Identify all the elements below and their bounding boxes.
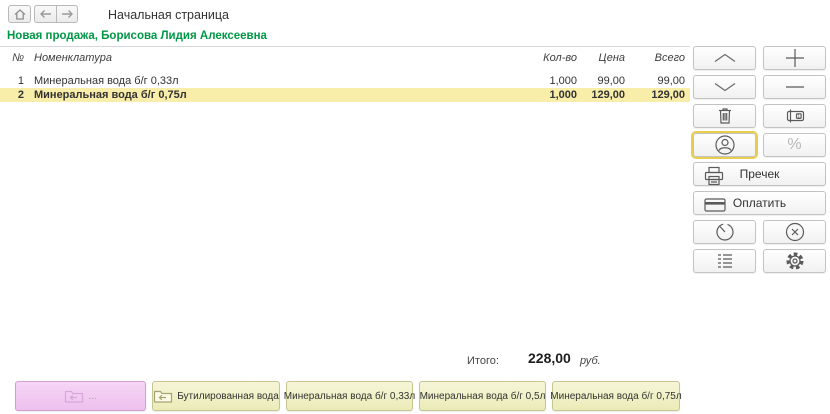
row-qty: 1,000	[549, 75, 577, 87]
settings-button[interactable]	[763, 249, 826, 273]
table-row-selected[interactable]: 2 Минеральная вода б/г 0,75л 1,000 129,0…	[0, 88, 690, 102]
delete-row-button[interactable]	[693, 104, 756, 128]
postpone-receipt-button[interactable]	[693, 220, 756, 244]
category-button[interactable]: Бутилированная вода	[152, 381, 280, 411]
folder-up-button[interactable]: ...	[15, 381, 146, 411]
move-up-button[interactable]	[693, 46, 756, 70]
page-title: Начальная страница	[108, 8, 229, 22]
top-navigation-bar: Начальная страница	[0, 0, 830, 28]
folder-icon	[153, 388, 173, 404]
totals-amount: 228,00	[528, 350, 571, 366]
history-nav-group	[34, 5, 78, 23]
col-header-num: №	[12, 52, 24, 64]
quantity-x1-icon: 1	[782, 104, 808, 128]
remove-item-button[interactable]	[763, 75, 826, 99]
col-header-name: Номенклатура	[34, 52, 112, 64]
forward-button[interactable]	[56, 5, 78, 23]
row-qty: 1,000	[549, 89, 577, 101]
svg-text:1: 1	[797, 114, 800, 120]
move-down-button[interactable]	[693, 75, 756, 99]
precheck-button[interactable]: Пречек	[693, 162, 826, 186]
row-num: 1	[17, 75, 24, 87]
cancel-receipt-button[interactable]	[763, 220, 826, 244]
action-panel: 1 %	[693, 46, 826, 278]
totals-label: Итого:	[467, 355, 499, 367]
folder-up-icon	[64, 388, 84, 404]
printer-icon	[702, 165, 726, 187]
table-body: 1 Минеральная вода б/г 0,33л 1,000 99,00…	[0, 74, 690, 102]
forward-arrow-icon	[61, 9, 74, 19]
row-price: 129,00	[591, 89, 625, 101]
chevron-down-icon	[709, 75, 741, 99]
add-item-button[interactable]	[763, 46, 826, 70]
row-total: 129,00	[651, 89, 685, 101]
product-button[interactable]: Минеральная вода б/г 0,5л	[419, 381, 546, 411]
back-button[interactable]	[34, 5, 56, 23]
home-button[interactable]	[8, 5, 31, 23]
table-row[interactable]: 1 Минеральная вода б/г 0,33л 1,000 99,00…	[0, 74, 690, 88]
plus-icon	[783, 46, 807, 70]
home-icon	[13, 8, 27, 21]
discount-button: %	[763, 133, 826, 157]
list-icon	[713, 249, 737, 273]
row-num: 2	[17, 89, 24, 101]
minus-icon	[783, 75, 807, 99]
row-total: 99,00	[657, 75, 685, 87]
product-label: Минеральная вода б/г 0,5л	[419, 390, 546, 402]
row-price: 99,00	[597, 75, 625, 87]
product-button[interactable]: Минеральная вода б/г 0,75л	[550, 381, 682, 411]
sale-header: Новая продажа, Борисова Лидия Алексеевна	[7, 30, 267, 42]
row-name: Минеральная вода б/г 0,75л	[34, 89, 187, 101]
row-name: Минеральная вода б/г 0,33л	[34, 75, 179, 87]
totals-currency: руб.	[580, 355, 601, 367]
quantity-button[interactable]: 1	[763, 104, 826, 128]
customer-button[interactable]	[693, 133, 756, 157]
folder-up-label: ...	[88, 390, 97, 402]
col-header-total: Всего	[654, 52, 685, 64]
col-header-price: Цена	[598, 52, 625, 64]
cancel-x-icon	[783, 220, 807, 244]
postpone-clock-icon	[713, 220, 737, 244]
gear-icon	[783, 249, 807, 273]
product-label: Минеральная вода б/г 0,75л	[550, 390, 682, 402]
quick-buttons-bar: ... Бутилированная вода Минеральная вода…	[15, 381, 682, 411]
chevron-up-icon	[709, 46, 741, 70]
customer-icon	[712, 133, 738, 157]
pay-label: Оплатить	[732, 196, 787, 210]
category-label: Бутилированная вода	[177, 390, 279, 402]
payment-card-icon	[702, 194, 728, 216]
percent-icon: %	[787, 136, 802, 153]
back-arrow-icon	[39, 9, 52, 19]
menu-list-button[interactable]	[693, 249, 756, 273]
items-table: № Номенклатура Кол-во Цена Всего 1 Минер…	[0, 46, 690, 102]
product-button[interactable]: Минеральная вода б/г 0,33л	[283, 381, 416, 411]
trash-icon	[713, 104, 737, 128]
table-header: № Номенклатура Кол-во Цена Всего	[0, 47, 690, 69]
precheck-label: Пречек	[739, 167, 780, 181]
product-label: Минеральная вода б/г 0,33л	[283, 390, 416, 402]
pay-button[interactable]: Оплатить	[693, 191, 826, 215]
col-header-qty: Кол-во	[543, 52, 577, 64]
